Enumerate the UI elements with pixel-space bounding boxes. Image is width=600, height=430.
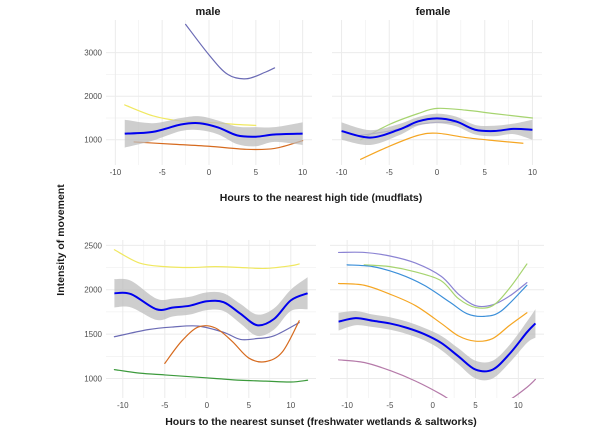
x-tick-label: -10 <box>117 401 129 410</box>
x-tick-label: 0 <box>435 168 440 177</box>
confidence-ribbon <box>338 309 536 381</box>
x-tick-label: 10 <box>528 168 537 177</box>
series-line-1 <box>184 23 276 80</box>
x-tick-label: 0 <box>205 401 210 410</box>
x-tick-label: 5 <box>254 168 259 177</box>
panel-tide-male: -10 -5 0 5 10 1000 2000 3000 <box>84 20 312 177</box>
x-tick-label: 5 <box>247 401 252 410</box>
plot-layer: -10 -5 0 5 10 1000 2000 3000 -10 -5 0 5 10 -10 -5 0 5 10 1… <box>84 20 544 410</box>
x-tick-label: 0 <box>207 168 212 177</box>
confidence-ribbon <box>341 113 533 146</box>
x-tick-label: -10 <box>110 168 122 177</box>
series-line-3 <box>346 264 528 318</box>
y-tick-label: 3000 <box>84 49 102 58</box>
x-tick-label: 10 <box>298 168 307 177</box>
smooth-trend-line <box>341 117 533 139</box>
series-line-5 <box>337 359 537 398</box>
y-tick-label: 1500 <box>84 330 102 339</box>
x-axis-title-bottom: Hours to the nearest sunset (freshwater … <box>165 416 477 428</box>
panel-data <box>124 23 304 151</box>
series-line-3 <box>164 320 300 364</box>
series-line-2 <box>113 321 300 341</box>
panel-data <box>341 107 534 160</box>
x-tick-label: 10 <box>286 401 295 410</box>
panel-sunset-female: -10 -5 0 5 10 <box>330 240 544 410</box>
panel-data <box>113 249 309 383</box>
x-tick-label: 5 <box>473 401 478 410</box>
x-tick-label: -5 <box>386 401 394 410</box>
y-tick-label: 2000 <box>84 286 102 295</box>
series-line-4 <box>113 369 309 383</box>
x-tick-label: 0 <box>430 401 435 410</box>
series-line-3 <box>133 140 304 151</box>
x-tick-label: 10 <box>514 401 523 410</box>
x-tick-label: -5 <box>386 168 394 177</box>
series-line-1 <box>360 107 534 141</box>
panel-tide-female: -10 -5 0 5 10 <box>332 20 542 177</box>
smooth-trend-line <box>124 121 303 138</box>
y-tick-label: 2500 <box>84 241 102 250</box>
panel-sunset-male: -10 -5 0 5 10 1000 1500 2000 2500 <box>84 240 316 410</box>
confidence-ribbon <box>124 116 303 148</box>
y-tick-label: 1000 <box>84 374 102 383</box>
y-axis-title: Intensity of movement <box>55 184 67 296</box>
y-tick-label: 1000 <box>84 136 102 145</box>
y-tick-label: 2000 <box>84 92 102 101</box>
panel-background <box>106 240 316 398</box>
series-line-2 <box>360 132 524 160</box>
series-line-2 <box>363 263 528 309</box>
x-tick-label: -10 <box>336 168 348 177</box>
series-line-1 <box>337 251 528 308</box>
panel-data <box>337 251 537 398</box>
facet-title-male: male <box>195 6 220 18</box>
series-line-1 <box>113 249 300 270</box>
x-axis-title-top: Hours to the nearest high tide (mudflats… <box>220 192 422 204</box>
x-tick-label: -5 <box>159 168 167 177</box>
facet-title-female: female <box>416 6 451 18</box>
series-line-4 <box>337 282 528 342</box>
x-tick-label: -5 <box>161 401 169 410</box>
x-tick-label: -10 <box>341 401 353 410</box>
smooth-trend-line <box>114 291 308 327</box>
x-tick-label: 5 <box>483 168 488 177</box>
confidence-ribbon <box>114 277 308 337</box>
smooth-trend-line <box>338 317 537 373</box>
